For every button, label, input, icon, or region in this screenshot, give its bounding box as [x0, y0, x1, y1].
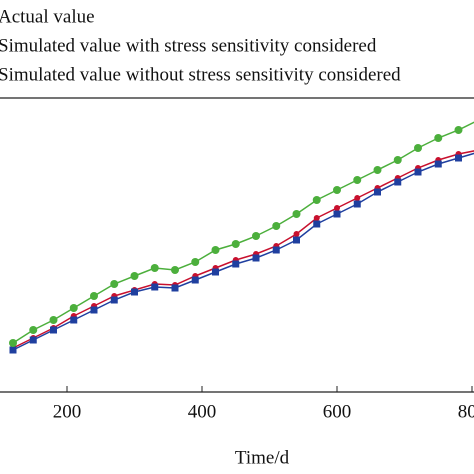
marker: [232, 260, 240, 268]
marker: [70, 316, 78, 324]
legend-label: Actual value: [0, 6, 95, 27]
marker: [90, 306, 98, 314]
marker: [171, 266, 179, 274]
marker: [150, 264, 159, 272]
marker: [50, 326, 57, 334]
marker: [272, 246, 280, 254]
series-line: [12, 121, 474, 344]
marker: [110, 280, 119, 288]
marker: [69, 304, 78, 312]
marker: [394, 178, 402, 186]
marker: [90, 292, 98, 300]
marker: [131, 288, 138, 296]
marker: [292, 210, 301, 218]
marker: [353, 200, 361, 208]
x-tick-label: 600: [323, 401, 352, 422]
marker: [252, 232, 260, 240]
legend-label: Simulated value with stress sensitivity …: [0, 35, 377, 56]
marker: [9, 346, 17, 354]
marker: [272, 222, 281, 230]
series-line: [12, 150, 474, 349]
marker: [353, 176, 362, 184]
marker: [29, 326, 38, 334]
marker: [212, 268, 219, 276]
marker: [9, 339, 17, 347]
marker: [434, 160, 442, 168]
marker: [454, 126, 463, 134]
marker: [191, 276, 199, 284]
marker: [49, 316, 58, 324]
x-tick-label: 800: [458, 401, 474, 422]
marker: [313, 215, 320, 221]
marker: [373, 166, 382, 174]
marker: [414, 144, 422, 152]
marker: [130, 272, 139, 280]
marker: [414, 168, 422, 176]
marker: [293, 236, 300, 244]
marker: [313, 220, 321, 228]
marker: [293, 231, 300, 237]
x-tick-label: 200: [53, 401, 82, 422]
marker: [312, 196, 321, 204]
marker: [334, 205, 340, 211]
x-tick-label: 400: [188, 401, 217, 422]
marker: [252, 254, 260, 262]
marker: [333, 186, 341, 194]
marker: [231, 240, 240, 248]
marker: [455, 154, 462, 162]
marker: [29, 336, 37, 344]
legend-label: Simulated value without stress sensitivi…: [0, 64, 401, 85]
marker: [434, 134, 443, 142]
marker: [171, 284, 179, 292]
marker: [354, 195, 361, 201]
marker: [110, 296, 118, 304]
marker: [333, 210, 341, 218]
marker: [374, 188, 381, 196]
marker: [393, 156, 402, 164]
marker: [211, 246, 220, 254]
x-axis-label: Time/d: [235, 447, 290, 468]
marker: [191, 258, 200, 266]
marker: [151, 283, 159, 291]
series-line: [12, 152, 474, 351]
